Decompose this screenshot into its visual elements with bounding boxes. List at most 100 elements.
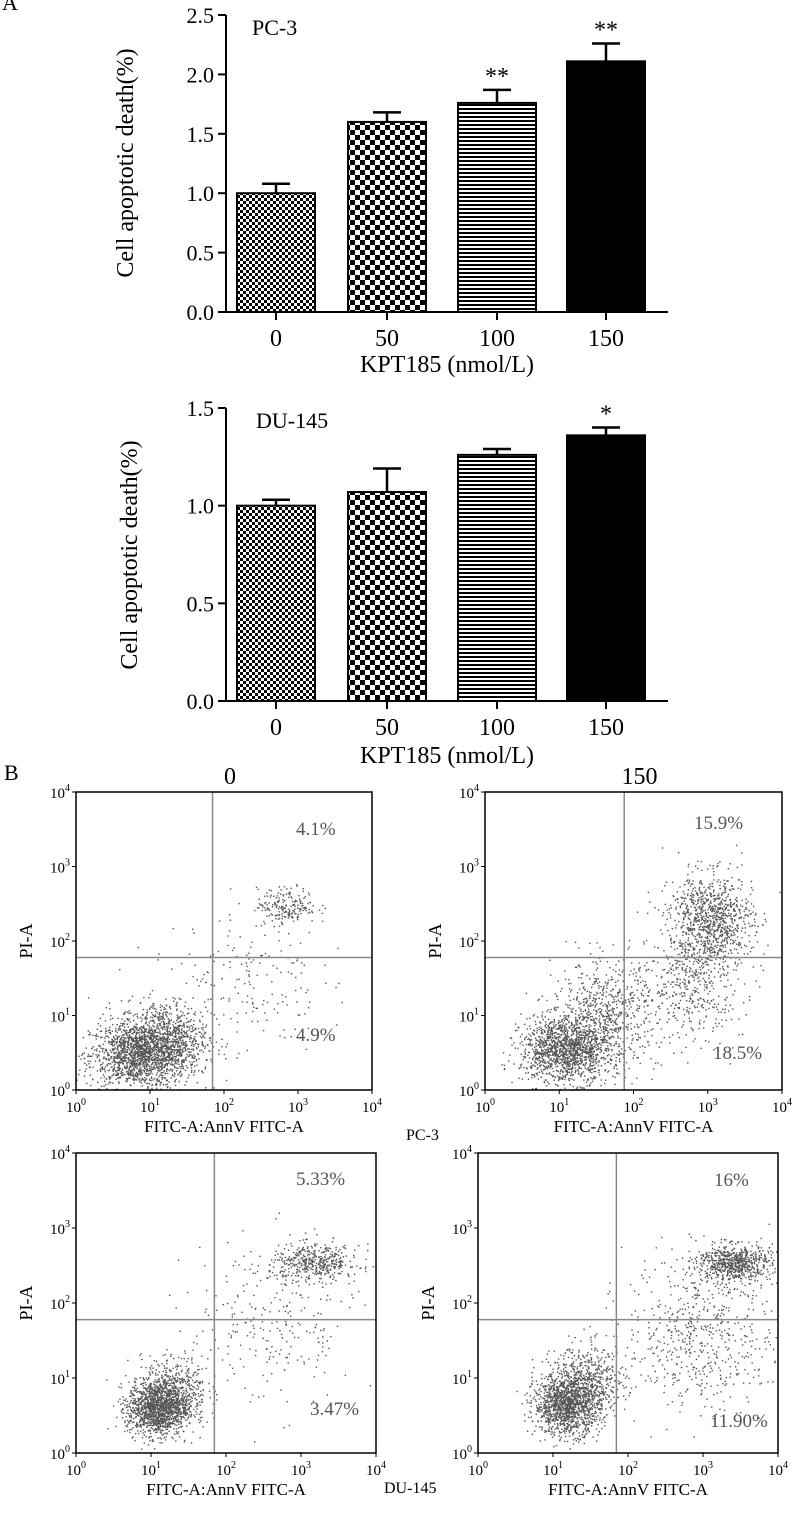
- y-tick-label: 100: [452, 1444, 472, 1463]
- y-tick-label: 101: [50, 1007, 70, 1026]
- x-tick-label: 104: [772, 1097, 792, 1116]
- event-dots: [106, 1212, 377, 1450]
- x-tick-label: 103: [291, 1460, 311, 1479]
- x-tick-label: 100: [479, 326, 515, 352]
- upper-right-percent: 4.1%: [296, 819, 336, 840]
- y-tick-label: 1.0: [187, 181, 215, 206]
- y-tick-label: 2.5: [187, 3, 215, 28]
- upper-right-percent: 16%: [714, 1170, 749, 1191]
- x-tick-label: 150: [588, 715, 624, 741]
- bar1-x-ticks: 0 50 100 150: [270, 312, 624, 352]
- y-tick-label: 0.5: [187, 591, 215, 616]
- y-tick-label: 1.5: [187, 396, 215, 421]
- x-tick-label: 101: [141, 1460, 161, 1479]
- lower-right-percent: 3.47%: [310, 1399, 359, 1420]
- x-tick-label: 102: [216, 1460, 236, 1479]
- x-tick-label: 101: [543, 1460, 563, 1479]
- y-tick-label: 1.0: [187, 494, 215, 519]
- x-tick-label: 100: [66, 1460, 86, 1479]
- y-tick-label: 102: [50, 932, 70, 951]
- y-tick-label: 100: [50, 1444, 70, 1463]
- x-axis-label: FITC-A:AnnV FITC-A: [554, 1117, 714, 1136]
- y-tick-label: 104: [50, 783, 70, 802]
- bar-100: [457, 453, 537, 702]
- y-tick-label: 101: [459, 1007, 479, 1026]
- bar2-title: DU-145: [256, 408, 328, 433]
- y-tick-label: 2.0: [187, 62, 215, 87]
- event-dots: [501, 844, 781, 1092]
- bar2-significance: *: [600, 402, 612, 428]
- plot-frame: [477, 1152, 779, 1454]
- bar2-y-ticks: 0.0 0.5 1.0 1.5: [187, 396, 226, 714]
- bar2-bars: [236, 434, 646, 703]
- bar-100: [457, 101, 537, 313]
- x-tick-label: 100: [475, 1097, 495, 1116]
- bar2-x-ticks: 0 50 100 150: [270, 701, 624, 741]
- bar-150: [566, 60, 646, 313]
- column-title: 0: [224, 764, 236, 790]
- y-tick-label: 1.5: [187, 122, 215, 147]
- x-tick-label: 103: [698, 1097, 718, 1116]
- bar1-significance: ** **: [485, 18, 618, 90]
- y-tick-label: 104: [459, 783, 479, 802]
- y-axis-label: PI-A: [16, 924, 36, 959]
- bar2-errorbars: [262, 426, 620, 506]
- bar2-x-label: KPT185 (nmol/L): [360, 743, 534, 769]
- upper-right-percent: 5.33%: [296, 1169, 345, 1190]
- x-tick-label: 103: [288, 1097, 308, 1116]
- column-title: 150: [622, 764, 658, 790]
- y-tick-label: 102: [459, 932, 479, 951]
- x-tick-label: 104: [362, 1097, 382, 1116]
- x-tick-label: 102: [618, 1460, 638, 1479]
- panel-label-b: B: [4, 760, 19, 785]
- y-tick-label: 104: [452, 1144, 472, 1163]
- y-tick-label: 0.5: [187, 241, 215, 266]
- y-axis-label: PI-A: [16, 1286, 36, 1321]
- cell-line-label: PC-3: [406, 1127, 439, 1144]
- x-tick-label: 103: [693, 1460, 713, 1479]
- y-tick-label: 0.0: [187, 300, 215, 325]
- y-tick-label: 101: [452, 1369, 472, 1388]
- significance-mark: **: [485, 64, 509, 90]
- x-tick-label: 100: [66, 1097, 86, 1116]
- y-tick-label: 104: [50, 1144, 70, 1163]
- bar-50: [347, 490, 427, 703]
- x-tick-label: 100: [468, 1460, 488, 1479]
- x-tick-label: 0: [270, 326, 282, 352]
- y-tick-label: 102: [50, 1294, 70, 1313]
- y-tick-label: 103: [452, 1219, 472, 1238]
- x-tick-label: 102: [214, 1097, 234, 1116]
- bar-chart-du145: * 0.0 0.5 1.0 1.5 0 50 100 150 DU-145 KPT185 (…: [117, 396, 668, 769]
- event-dots: [76, 884, 343, 1091]
- y-tick-label: 100: [50, 1081, 70, 1100]
- x-tick-label: 150: [588, 326, 624, 352]
- bar-0: [236, 192, 316, 313]
- bar1-x-label: KPT185 (nmol/L): [360, 352, 534, 378]
- lower-right-percent: 18.5%: [713, 1043, 762, 1064]
- x-axis-label: FITC-A:AnnV FITC-A: [146, 1480, 306, 1499]
- x-tick-label: 50: [375, 326, 399, 352]
- x-tick-label: 104: [366, 1460, 386, 1479]
- y-tick-label: 101: [50, 1369, 70, 1388]
- y-tick-label: 103: [459, 858, 479, 877]
- x-axis-label: FITC-A:AnnV FITC-A: [548, 1480, 708, 1499]
- y-tick-label: 102: [452, 1294, 472, 1313]
- significance-mark: *: [600, 402, 612, 428]
- y-tick-label: 103: [50, 1219, 70, 1238]
- upper-right-percent: 15.9%: [694, 813, 743, 834]
- y-tick-label: 0.0: [187, 689, 215, 714]
- bar-150: [566, 434, 646, 702]
- y-tick-label: 103: [50, 858, 70, 877]
- bar1-errorbars: [262, 42, 620, 194]
- bar2-y-label: Cell apoptotic death(%): [117, 440, 143, 669]
- x-tick-label: 101: [549, 1097, 569, 1116]
- bar-50: [347, 120, 427, 313]
- lower-right-percent: 4.9%: [296, 1025, 336, 1046]
- x-tick-label: 104: [768, 1460, 788, 1479]
- bar1-y-label: Cell apoptotic death(%): [113, 48, 139, 277]
